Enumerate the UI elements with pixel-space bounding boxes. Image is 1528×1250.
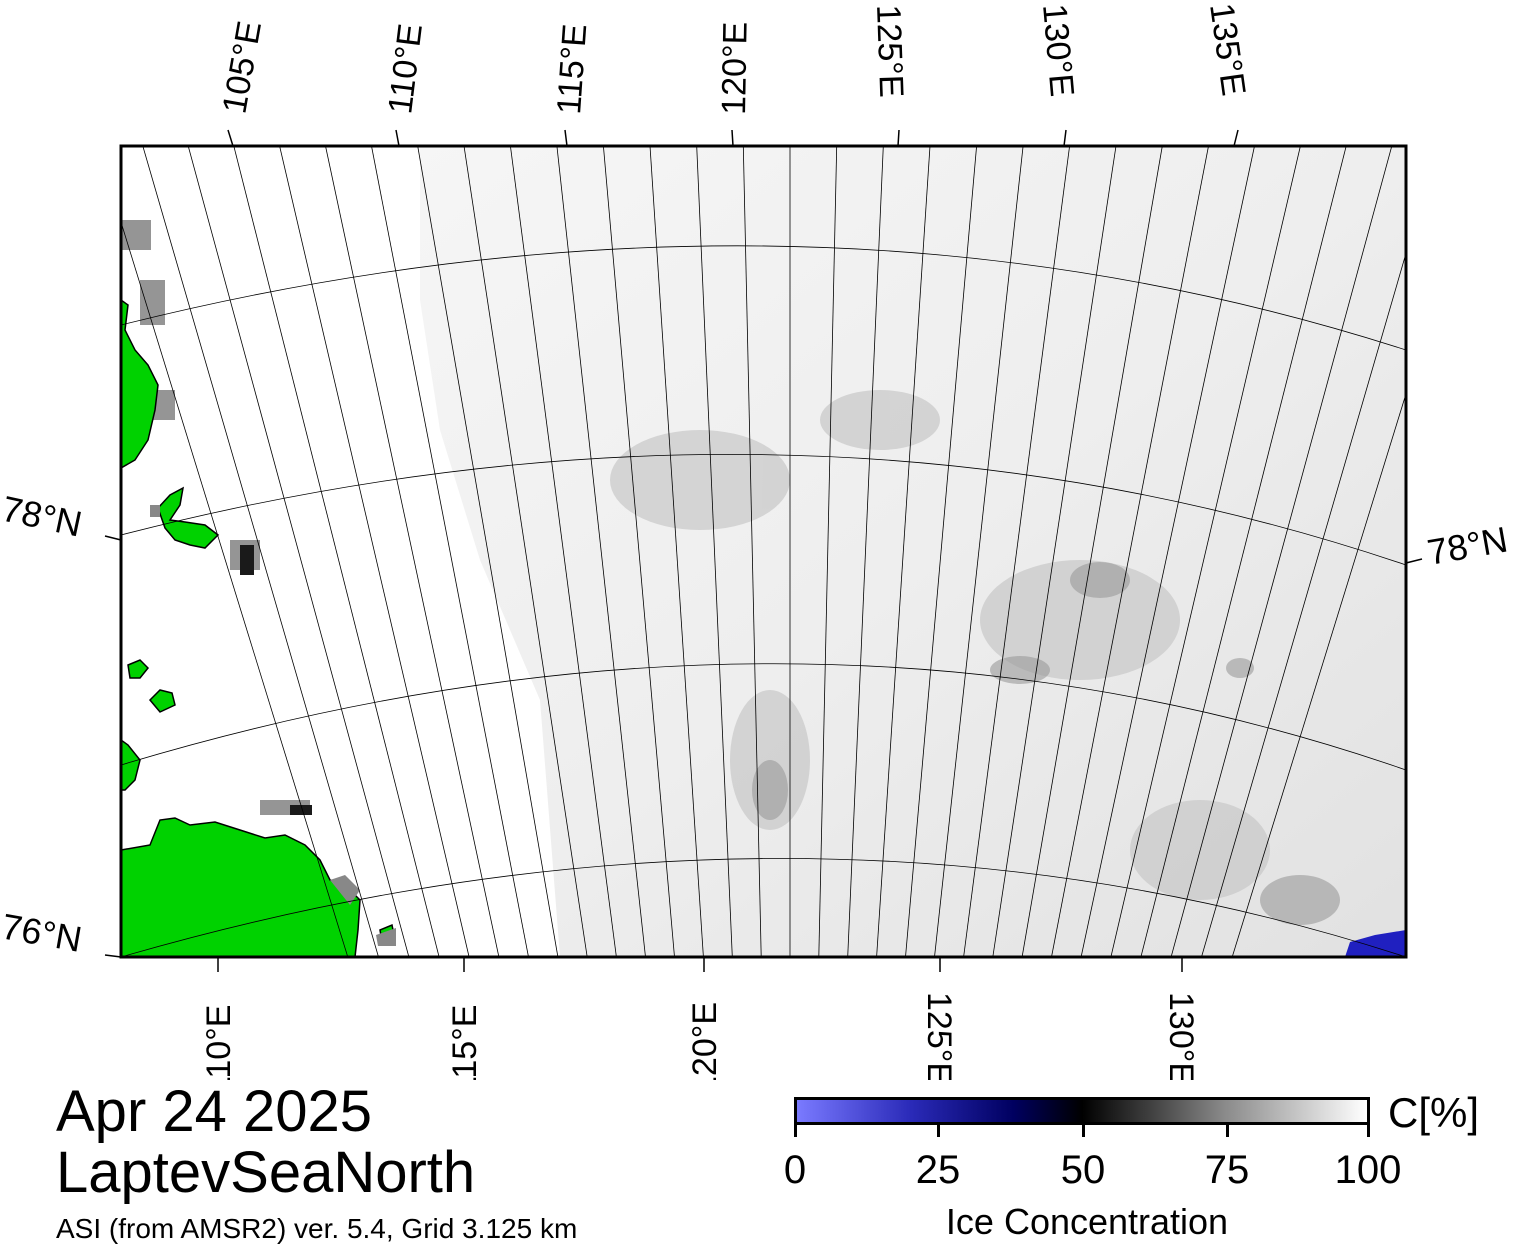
meridian-line [1080, 146, 1255, 957]
meridian-line [1140, 146, 1347, 957]
meridians [121, 146, 1406, 957]
colorbar-tick [1082, 1125, 1085, 1137]
meridian-line [1021, 146, 1163, 957]
top-lon-label: 130°E [1035, 2, 1081, 98]
colorbar-tick [794, 1125, 797, 1137]
left-lat-label: 78°N [0, 488, 86, 545]
colorbar-title: Ice Concentration [945, 1201, 1229, 1242]
ice-concentration-map: 105°E 110°E 115°E 120°E 125°E 130°E 135°… [0, 1, 1511, 1080]
meridian-line [325, 146, 500, 957]
meridian-line [187, 146, 410, 957]
open-water-patch [1345, 930, 1406, 957]
meridian-line [417, 146, 559, 957]
colorbar-tick-label: 50 [1060, 1148, 1106, 1192]
meridian-line [233, 146, 440, 957]
meridian-line [371, 146, 529, 957]
colorbar-tick-label: 75 [1204, 1148, 1250, 1192]
meridian-line [934, 146, 1024, 957]
top-lon-label: 125°E [869, 4, 910, 98]
colorbar-tick-label: 25 [915, 1148, 961, 1192]
meridian-line [963, 146, 1070, 957]
colorbar [794, 1097, 1370, 1125]
meridian-line [696, 146, 733, 957]
parallels [121, 146, 1406, 957]
colorbar-tick [937, 1125, 940, 1137]
bottom-lon-label: 115°E [446, 1005, 484, 1080]
left-lat-label: 76°N [0, 906, 85, 960]
meridian-line [463, 146, 588, 957]
meridian-line [121, 220, 349, 957]
top-lon-label: 115°E [550, 23, 594, 116]
map-frame [119, 144, 1408, 959]
bottom-lon-label: 120°E [686, 1002, 724, 1080]
colorbar-tick [1367, 1125, 1370, 1137]
meridian-line [603, 146, 675, 957]
date-title: Apr 24 2025 [56, 1079, 373, 1144]
top-lon-label: 110°E [381, 22, 430, 116]
meridian-line [649, 146, 704, 957]
top-lon-label: 135°E [1202, 1, 1253, 98]
meridian-line [742, 146, 762, 957]
top-longitude-labels: 105°E 110°E 115°E 120°E 125°E 130°E 135°… [215, 1, 1252, 117]
top-lon-label: 120°E [715, 21, 755, 115]
top-lon-label: 105°E [215, 18, 269, 116]
region-title: LaptevSeaNorth [56, 1140, 476, 1205]
bottom-longitude-labels: 110°E 115°E 120°E 125°E 130°E [200, 992, 1200, 1080]
meridian-line [992, 146, 1117, 957]
meridian-line [876, 146, 931, 957]
right-lat-label: 78°N [1424, 519, 1510, 573]
ice-field [121, 146, 1406, 957]
meridian-line [847, 146, 884, 957]
bottom-lon-label: 110°E [200, 1005, 238, 1080]
meridian-line [142, 146, 379, 957]
colorbar-tick-label: 0 [783, 1148, 807, 1192]
colorbar-unit-label: C[%] [1388, 1089, 1480, 1136]
meridian-line [818, 146, 838, 957]
meridian-line [1110, 146, 1301, 957]
meridian-line [1201, 251, 1406, 957]
bottom-lon-label: 125°E [920, 992, 958, 1080]
colorbar-tick-label: 100 [1334, 1148, 1402, 1192]
meridian-line [556, 146, 646, 957]
meridian-line [1231, 392, 1406, 957]
land [121, 299, 396, 957]
product-line: ASI (from AMSR2) ver. 5.4, Grid 3.125 km [56, 1213, 578, 1244]
bottom-lon-label: 130°E [1162, 992, 1200, 1080]
meridian-line [510, 146, 617, 957]
colorbar-tick [1226, 1125, 1229, 1137]
meridian-line [1170, 146, 1393, 957]
meridian-line [279, 146, 470, 957]
meridian-line [905, 146, 977, 957]
meridian-line [1051, 146, 1209, 957]
